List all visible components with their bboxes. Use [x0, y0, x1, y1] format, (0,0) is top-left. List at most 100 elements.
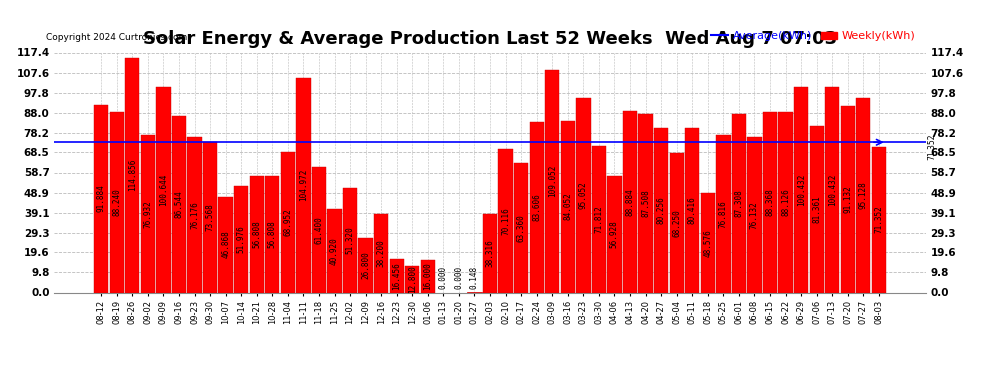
- Bar: [716, 135, 731, 292]
- Bar: [172, 116, 186, 292]
- Bar: [747, 137, 761, 292]
- Text: 76.132: 76.132: [750, 201, 759, 228]
- Text: 38.200: 38.200: [376, 240, 386, 267]
- Bar: [219, 197, 233, 292]
- Text: 70.116: 70.116: [501, 207, 510, 235]
- Text: 48.576: 48.576: [703, 229, 712, 257]
- Text: 95.128: 95.128: [859, 182, 868, 209]
- Text: 51.320: 51.320: [346, 226, 354, 254]
- Text: 61.400: 61.400: [315, 216, 324, 244]
- Text: 16.000: 16.000: [424, 262, 433, 290]
- Bar: [156, 87, 170, 292]
- Bar: [825, 87, 840, 292]
- Text: 83.606: 83.606: [533, 193, 542, 221]
- Bar: [732, 114, 746, 292]
- Text: 63.360: 63.360: [517, 214, 526, 242]
- Text: 100.644: 100.644: [159, 174, 168, 206]
- Text: 100.432: 100.432: [797, 174, 806, 206]
- Bar: [312, 167, 326, 292]
- Text: 0.000: 0.000: [439, 266, 447, 290]
- Bar: [405, 266, 420, 292]
- Legend: Average(kWh), Weekly(kWh): Average(kWh), Weekly(kWh): [707, 27, 920, 46]
- Bar: [623, 111, 638, 292]
- Text: 73.568: 73.568: [206, 203, 215, 231]
- Bar: [701, 193, 715, 292]
- Text: 88.126: 88.126: [781, 189, 790, 216]
- Text: 104.972: 104.972: [299, 169, 308, 201]
- Bar: [94, 105, 108, 292]
- Bar: [856, 98, 870, 292]
- Bar: [249, 176, 264, 292]
- Text: 114.856: 114.856: [128, 159, 137, 191]
- Bar: [685, 128, 699, 292]
- Text: 16.456: 16.456: [392, 262, 401, 290]
- Text: 51.976: 51.976: [237, 225, 246, 253]
- Text: 100.432: 100.432: [828, 174, 837, 206]
- Text: 80.416: 80.416: [688, 196, 697, 224]
- Text: 26.800: 26.800: [361, 251, 370, 279]
- Bar: [545, 70, 559, 292]
- Bar: [328, 209, 342, 292]
- Bar: [358, 238, 373, 292]
- Bar: [810, 126, 824, 292]
- Text: 38.316: 38.316: [485, 240, 495, 267]
- Bar: [530, 122, 544, 292]
- Text: 71.352: 71.352: [928, 134, 937, 160]
- Text: 95.052: 95.052: [579, 182, 588, 209]
- Text: 81.361: 81.361: [812, 195, 821, 223]
- Bar: [514, 163, 529, 292]
- Bar: [778, 112, 793, 292]
- Text: 12.800: 12.800: [408, 266, 417, 293]
- Bar: [203, 142, 217, 292]
- Text: 87.308: 87.308: [735, 189, 743, 217]
- Text: 56.808: 56.808: [268, 220, 277, 248]
- Text: 76.816: 76.816: [719, 200, 728, 228]
- Bar: [281, 152, 295, 292]
- Bar: [872, 147, 886, 292]
- Text: 80.256: 80.256: [656, 196, 665, 224]
- Bar: [592, 146, 606, 292]
- Bar: [576, 98, 590, 292]
- Bar: [296, 78, 311, 292]
- Title: Solar Energy & Average Production Last 52 Weeks  Wed Aug 7 07:03: Solar Energy & Average Production Last 5…: [143, 30, 838, 48]
- Text: 91.884: 91.884: [97, 185, 106, 213]
- Bar: [639, 114, 652, 292]
- Text: 91.132: 91.132: [843, 186, 852, 213]
- Text: 84.052: 84.052: [563, 193, 572, 220]
- Bar: [841, 106, 855, 292]
- Bar: [125, 58, 140, 292]
- Bar: [110, 112, 124, 292]
- Bar: [498, 149, 513, 292]
- Bar: [794, 87, 808, 292]
- Text: 46.868: 46.868: [221, 231, 230, 258]
- Bar: [669, 153, 684, 292]
- Bar: [141, 135, 155, 292]
- Text: 0.000: 0.000: [454, 266, 463, 290]
- Text: 88.368: 88.368: [765, 188, 774, 216]
- Text: 68.250: 68.250: [672, 209, 681, 237]
- Bar: [343, 188, 357, 292]
- Bar: [421, 260, 435, 292]
- Bar: [763, 112, 777, 292]
- Text: 86.544: 86.544: [174, 190, 183, 218]
- Text: 68.952: 68.952: [283, 208, 292, 236]
- Text: 76.932: 76.932: [144, 200, 152, 228]
- Text: 0.148: 0.148: [470, 266, 479, 289]
- Text: 88.240: 88.240: [112, 188, 121, 216]
- Bar: [187, 137, 202, 292]
- Text: 87.508: 87.508: [642, 189, 650, 217]
- Text: 56.928: 56.928: [610, 220, 619, 248]
- Text: 56.808: 56.808: [252, 220, 261, 248]
- Bar: [483, 214, 497, 292]
- Text: Copyright 2024 Curtronics.com: Copyright 2024 Curtronics.com: [46, 33, 187, 42]
- Text: 88.884: 88.884: [626, 188, 635, 216]
- Bar: [390, 259, 404, 292]
- Text: 109.052: 109.052: [547, 165, 556, 197]
- Bar: [560, 121, 575, 292]
- Bar: [654, 128, 668, 292]
- Text: 40.920: 40.920: [330, 237, 339, 264]
- Bar: [607, 176, 622, 292]
- Bar: [234, 186, 248, 292]
- Text: 76.176: 76.176: [190, 201, 199, 228]
- Bar: [374, 214, 388, 292]
